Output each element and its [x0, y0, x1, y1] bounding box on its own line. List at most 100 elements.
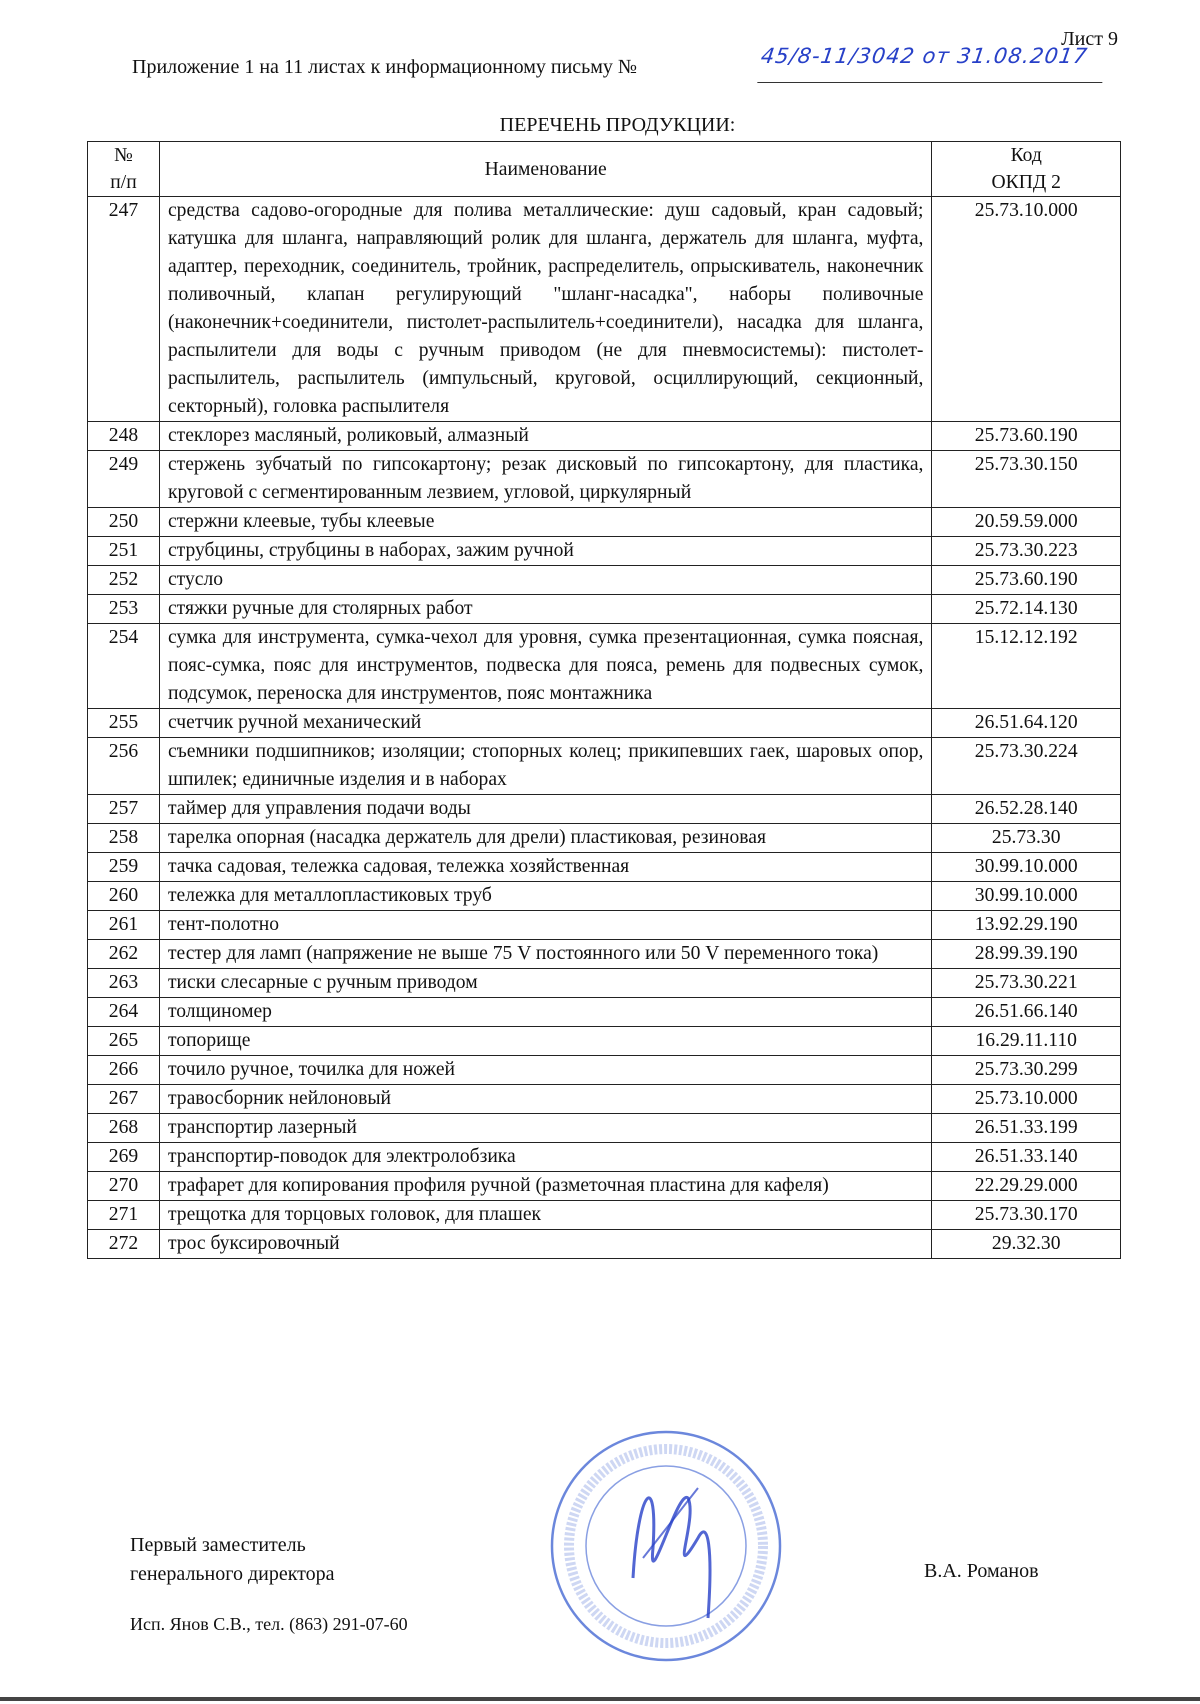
signatory-name: В.А. Романов	[924, 1560, 1039, 1582]
row-code: 29.32.30	[931, 1229, 1121, 1259]
table-row: 266 точило ручное, точилка для ножей 25.73…	[87, 1055, 1121, 1085]
row-name: сумка для инструмента, сумка-чехол для у…	[158, 623, 933, 709]
row-code: 25.73.60.190	[931, 421, 1121, 451]
row-number: 249	[87, 450, 160, 508]
row-number: 253	[87, 594, 160, 624]
table-row: 247 средства садово-огородные для полива …	[87, 196, 1121, 422]
row-name: тачка садовая, тележка садовая, тележка …	[158, 852, 933, 882]
table-row: 263 тиски слесарные с ручным приводом 25.7…	[87, 968, 1121, 998]
row-number: 255	[87, 708, 160, 738]
row-code: 25.73.30	[931, 823, 1121, 853]
row-number: 247	[87, 196, 160, 422]
table-row: 256 съемники подшипников; изоляции; стопо…	[87, 737, 1121, 795]
row-number: 257	[87, 794, 160, 824]
row-code: 22.29.29.000	[931, 1171, 1121, 1201]
table-row: 249 стержень зубчатый по гипсокартону; ре…	[87, 450, 1121, 508]
row-code: 26.51.33.140	[931, 1142, 1121, 1172]
row-number: 271	[87, 1200, 160, 1230]
row-code: 25.72.14.130	[931, 594, 1121, 624]
row-code: 26.52.28.140	[931, 794, 1121, 824]
executor-contact: Исп. Янов С.В., тел. (863) 291-07-60	[130, 1614, 408, 1634]
row-code: 30.99.10.000	[931, 852, 1121, 882]
row-number: 258	[87, 823, 160, 853]
row-code: 25.73.60.190	[931, 565, 1121, 595]
row-number: 256	[87, 737, 160, 795]
row-code: 25.73.30.224	[931, 737, 1121, 795]
row-name: топорище	[158, 1026, 933, 1056]
row-code: 25.73.30.299	[931, 1055, 1121, 1085]
row-name: таймер для управления подачи воды	[158, 794, 933, 824]
row-name: трос буксировочный	[158, 1229, 933, 1259]
row-number: 272	[87, 1229, 160, 1259]
table-row: 265 топорище 16.29.11.110	[87, 1026, 1121, 1056]
table-row: 254 сумка для инструмента, сумка-чехол дл…	[87, 623, 1121, 709]
row-number: 269	[87, 1142, 160, 1172]
table-row: 272 трос буксировочный 29.32.30	[87, 1229, 1121, 1259]
row-code: 26.51.33.199	[931, 1113, 1121, 1143]
row-code: 25.73.30.221	[931, 968, 1121, 998]
row-code: 25.73.30.150	[931, 450, 1121, 508]
row-number: 266	[87, 1055, 160, 1085]
row-number: 252	[87, 565, 160, 595]
row-code: 26.51.66.140	[931, 997, 1121, 1027]
table-row: 267 травосборник нейлоновый 25.73.10.000	[87, 1084, 1121, 1114]
row-name: тент-полотно	[158, 910, 933, 940]
col-number-l2: п/п	[110, 172, 137, 193]
row-name: тестер для ламп (напряжение не выше 75 V…	[158, 939, 933, 969]
table-row: 251 струбцины, струбцины в наборах, зажим…	[87, 536, 1121, 566]
row-name: тарелка опорная (насадка держатель для д…	[158, 823, 933, 853]
table-row: 248 стеклорез масляный, роликовый, алмазн…	[87, 421, 1121, 451]
row-name: стержень зубчатый по гипсокартону; резак…	[158, 450, 933, 508]
table-row: 258 тарелка опорная (насадка держатель дл…	[87, 823, 1121, 853]
row-name: травосборник нейлоновый	[158, 1084, 933, 1114]
document-title: ПЕРЕЧЕНЬ ПРОДУКЦИИ:	[499, 114, 736, 136]
row-name: толщиномер	[158, 997, 933, 1027]
table-row: 250 стержни клеевые, тубы клеевые 20.59.59…	[87, 507, 1121, 537]
row-number: 267	[87, 1084, 160, 1114]
row-code: 25.73.10.000	[931, 1084, 1121, 1114]
row-name: съемники подшипников; изоляции; стопорны…	[158, 737, 933, 795]
appendix-header: Приложение 1 на 11 листах к информационн…	[132, 56, 638, 78]
position-line-2: генерального директора	[130, 1563, 335, 1585]
table-row: 270 трафарет для копирования профиля ручн…	[87, 1171, 1121, 1201]
row-name: стеклорез масляный, роликовый, алмазный	[158, 421, 933, 451]
scan-edge	[0, 1697, 1200, 1701]
row-name: транспортир-поводок для электролобзика	[158, 1142, 933, 1172]
row-name: транспортир лазерный	[158, 1113, 933, 1143]
official-stamp-with-signature	[550, 1430, 782, 1662]
row-name: струбцины, струбцины в наборах, зажим ру…	[158, 536, 933, 566]
row-number: 261	[87, 910, 160, 940]
signatory-position: Первый заместитель генерального директор…	[130, 1531, 335, 1589]
table-header: № п/п Наименование Код ОКПД 2	[87, 141, 1121, 197]
row-name: тиски слесарные с ручным приводом	[158, 968, 933, 998]
row-code: 25.73.30.170	[931, 1200, 1121, 1230]
row-number: 254	[87, 623, 160, 709]
table-row: 260 тележка для металлопластиковых труб 30…	[87, 881, 1121, 911]
row-code: 30.99.10.000	[931, 881, 1121, 911]
table-row: 262 тестер для ламп (напряжение не выше 7…	[87, 939, 1121, 969]
handwritten-letter-number: 45/8-11/3042 от 31.08.2017	[757, 44, 1108, 83]
row-name: средства садово-огородные для полива мет…	[158, 196, 933, 422]
row-number: 263	[87, 968, 160, 998]
col-number-header: № п/п	[87, 141, 160, 197]
table-row: 269 транспортир-поводок для электролобзик…	[87, 1142, 1121, 1172]
col-code-l2: ОКПД 2	[991, 172, 1061, 193]
row-number: 268	[87, 1113, 160, 1143]
table-row: 261 тент-полотно 13.92.29.190	[87, 910, 1121, 940]
row-name: тележка для металлопластиковых труб	[158, 881, 933, 911]
row-code: 20.59.59.000	[931, 507, 1121, 537]
row-number: 260	[87, 881, 160, 911]
position-line-1: Первый заместитель	[130, 1534, 306, 1556]
table-row: 255 счетчик ручной механический 26.51.64.1…	[87, 708, 1121, 738]
row-code: 25.73.30.223	[931, 536, 1121, 566]
table-row: 257 таймер для управления подачи воды 26.5…	[87, 794, 1121, 824]
row-name: стусло	[158, 565, 933, 595]
row-name: стержни клеевые, тубы клеевые	[158, 507, 933, 537]
col-name-header: Наименование	[158, 141, 933, 197]
table-row: 252 стусло 25.73.60.190	[87, 565, 1121, 595]
product-table: № п/п Наименование Код ОКПД 2 247 средства …	[87, 141, 1121, 1259]
col-number-l1: №	[114, 145, 133, 166]
row-name: счетчик ручной механический	[158, 708, 933, 738]
row-name: точило ручное, точилка для ножей	[158, 1055, 933, 1085]
row-number: 250	[87, 507, 160, 537]
